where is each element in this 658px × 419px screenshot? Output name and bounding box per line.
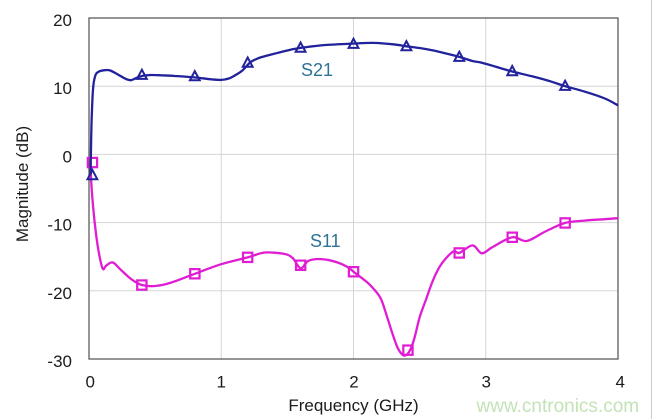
svg-text:S21: S21 — [301, 60, 333, 80]
svg-text:4: 4 — [615, 373, 624, 392]
svg-text:Magnitude (dB): Magnitude (dB) — [13, 126, 32, 242]
svg-text:2: 2 — [349, 373, 358, 392]
svg-text:S11: S11 — [310, 231, 341, 251]
svg-text:0: 0 — [85, 373, 94, 392]
svg-text:-20: -20 — [47, 284, 72, 303]
svg-text:Frequency (GHz): Frequency (GHz) — [288, 396, 418, 415]
svg-text:-10: -10 — [47, 216, 72, 235]
svg-text:www.cntronics.com: www.cntronics.com — [476, 396, 640, 417]
svg-text:3: 3 — [481, 373, 490, 392]
svg-text:20: 20 — [53, 11, 72, 30]
svg-text:1: 1 — [216, 373, 225, 392]
svg-text:-30: -30 — [47, 352, 72, 371]
svg-text:0: 0 — [63, 147, 72, 166]
svg-text:10: 10 — [53, 79, 72, 98]
